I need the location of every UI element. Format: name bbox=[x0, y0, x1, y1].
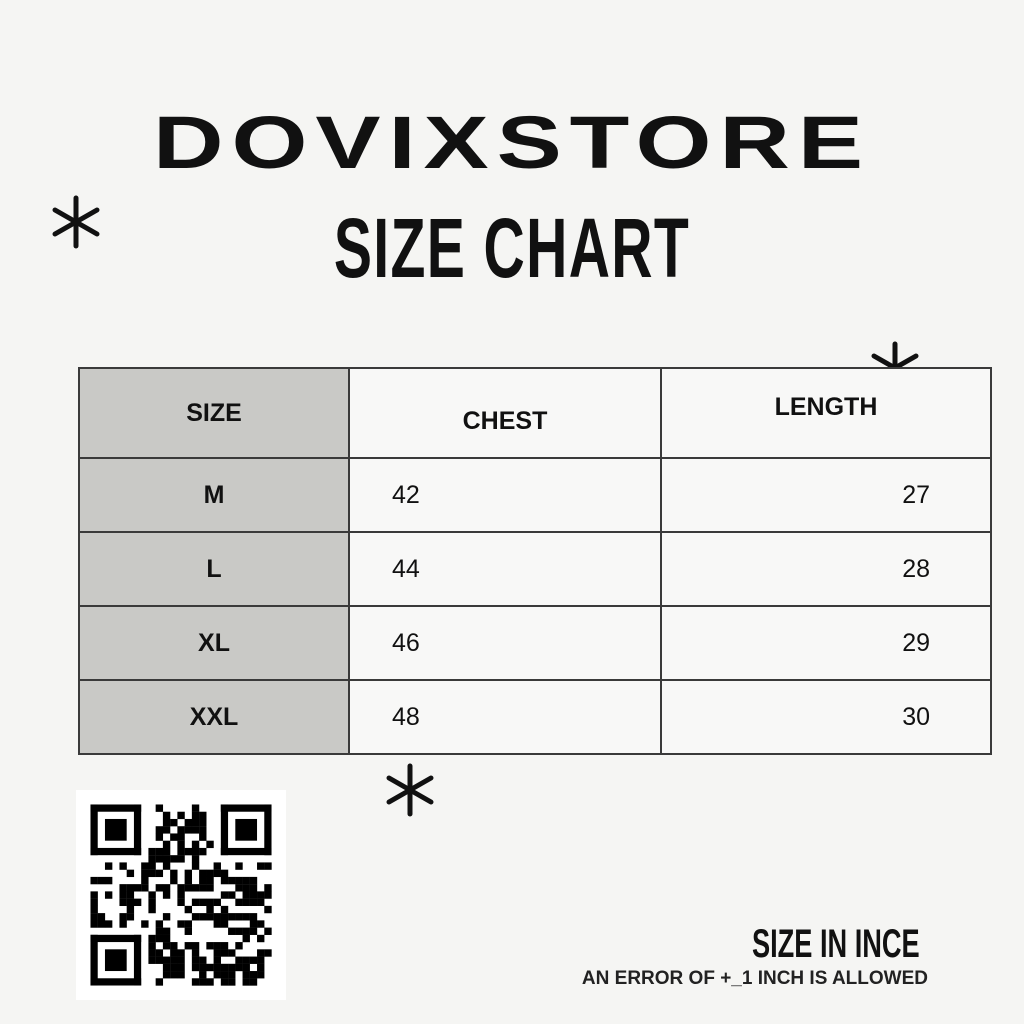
asterisk-icon bbox=[386, 763, 434, 817]
chest-cell: 42 bbox=[348, 457, 662, 533]
header-length: LENGTH bbox=[660, 367, 992, 459]
table-row: XXL 48 30 bbox=[78, 679, 992, 755]
page-title: SIZE CHART bbox=[333, 201, 691, 295]
table-row: XL 46 29 bbox=[78, 605, 992, 681]
header-size: SIZE bbox=[78, 367, 350, 459]
tolerance-note: AN ERROR OF +_1 INCH IS ALLOWED bbox=[581, 968, 928, 989]
length-cell: 28 bbox=[660, 531, 992, 607]
size-cell: XXL bbox=[78, 679, 350, 755]
chest-cell: 48 bbox=[348, 679, 662, 755]
size-cell: XL bbox=[78, 605, 350, 681]
asterisk-icon bbox=[52, 195, 100, 249]
header-chest: CHEST bbox=[348, 367, 662, 459]
size-table: SIZE CHEST LENGTH M 42 27 L 44 28 XL 46 … bbox=[78, 367, 992, 755]
size-cell: L bbox=[78, 531, 350, 607]
table-row: L 44 28 bbox=[78, 531, 992, 607]
chest-cell: 46 bbox=[348, 605, 662, 681]
table-row: M 42 27 bbox=[78, 457, 992, 533]
length-cell: 29 bbox=[660, 605, 992, 681]
brand-title: DOVIXSTORE bbox=[153, 101, 871, 184]
length-cell: 30 bbox=[660, 679, 992, 755]
chest-cell: 44 bbox=[348, 531, 662, 607]
table-header-row: SIZE CHEST LENGTH bbox=[78, 367, 992, 459]
units-label: SIZE IN INCE bbox=[752, 922, 920, 966]
size-cell: M bbox=[78, 457, 350, 533]
qr-code[interactable] bbox=[76, 790, 286, 1000]
length-cell: 27 bbox=[660, 457, 992, 533]
